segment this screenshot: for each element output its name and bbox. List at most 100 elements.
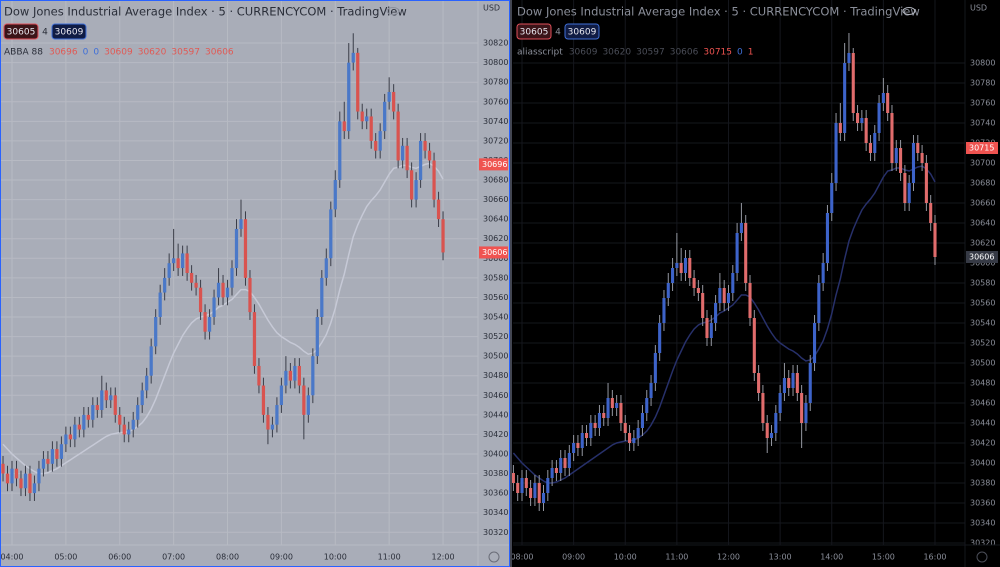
candle-body <box>847 53 851 63</box>
y-tick-label: 30660 <box>483 195 508 204</box>
indicator-value: 30696 <box>49 48 78 58</box>
candle-body <box>787 378 791 388</box>
candle-body <box>825 213 829 263</box>
candle-body <box>864 118 868 143</box>
chart-title: Dow Jones Industrial Average Index · 5 ·… <box>4 5 407 19</box>
candle-body <box>145 375 149 391</box>
settings-icon[interactable] <box>976 551 988 563</box>
candle-body <box>735 233 739 273</box>
candle-body <box>405 145 409 171</box>
indicator-name: aliasscript <box>517 48 563 58</box>
settings-icon[interactable] <box>488 551 500 563</box>
candle-body <box>541 493 546 503</box>
indicator-value: 1 <box>748 48 754 58</box>
candle-body <box>68 434 72 440</box>
candle-body <box>666 283 670 298</box>
candle-body <box>185 253 189 273</box>
candle-body <box>881 93 885 103</box>
candle-body <box>782 378 786 393</box>
candle-body <box>149 346 153 376</box>
candle-body <box>311 356 315 396</box>
candle-body <box>64 434 68 445</box>
x-tick-label: 11:00 <box>665 553 688 562</box>
candle-body <box>320 277 324 318</box>
x-tick-label: 15:00 <box>872 553 895 562</box>
indicator-value: 30609 <box>569 48 598 58</box>
candle-body <box>924 163 928 203</box>
candle-body <box>10 468 14 484</box>
price-label-box <box>966 251 998 263</box>
candle-body <box>338 121 342 181</box>
candle-body <box>615 403 619 408</box>
price-label-box <box>479 246 508 259</box>
candle-body <box>554 468 558 473</box>
unit-label: USD <box>970 4 987 13</box>
y-tick-label: 30380 <box>970 479 995 488</box>
candle-body <box>610 398 614 408</box>
candle-body <box>176 258 180 269</box>
candle-body <box>808 363 812 403</box>
candle-body <box>636 428 640 438</box>
candle-body <box>649 383 653 398</box>
candle-body <box>701 293 705 318</box>
x-tick-label: 12:00 <box>717 553 740 562</box>
candle-body <box>225 287 230 298</box>
price-label-box <box>479 158 508 171</box>
candle-body <box>709 323 713 338</box>
spread-text: 4 <box>42 28 48 38</box>
candle-body <box>606 398 610 418</box>
candle-body <box>658 323 662 353</box>
candle-body <box>284 370 288 386</box>
candle-body <box>675 263 679 268</box>
candle-body <box>744 223 748 283</box>
candle-body <box>77 424 81 430</box>
y-tick-label: 30640 <box>483 215 508 224</box>
moving-average-line <box>2 162 444 475</box>
candle-body <box>427 150 432 161</box>
indicator-name: ABBA 88 <box>4 48 43 58</box>
candle-body <box>418 140 423 181</box>
candle-body <box>270 424 275 430</box>
visibility-icon[interactable] <box>902 7 916 15</box>
candle-body <box>378 131 382 151</box>
candle-body <box>662 298 666 323</box>
candle-body <box>140 390 144 406</box>
y-tick-label: 30720 <box>483 136 508 145</box>
candle-body <box>748 283 752 318</box>
y-tick-label: 30620 <box>483 234 508 243</box>
price-badge <box>51 23 87 40</box>
y-tick-label: 30520 <box>970 339 995 348</box>
candle-body <box>726 293 731 303</box>
candle-body <box>933 223 937 257</box>
y-tick-label: 30680 <box>970 179 995 188</box>
candle-body <box>342 121 346 132</box>
candle-body <box>679 263 683 273</box>
candle-body <box>894 148 898 163</box>
candle-body <box>817 283 821 323</box>
candle-body <box>401 145 405 161</box>
candle-body <box>392 91 396 112</box>
candle-body <box>293 365 297 381</box>
candle-body <box>705 318 709 338</box>
candle-body <box>739 223 743 233</box>
x-tick-label: 13:00 <box>769 553 792 562</box>
candle-body <box>830 183 834 213</box>
candle-body <box>95 405 99 410</box>
visibility-icon[interactable] <box>386 7 400 15</box>
candle-body <box>239 219 243 229</box>
candle-body <box>347 62 351 132</box>
y-tick-label: 30780 <box>970 79 995 88</box>
indicator-value: 0 <box>83 48 89 58</box>
candle-body <box>632 438 636 443</box>
x-tick-label: 16:00 <box>923 553 946 562</box>
y-tick-label: 30500 <box>970 359 995 368</box>
candle-body <box>351 52 355 63</box>
candle-body <box>834 123 838 183</box>
candle-body <box>851 53 855 113</box>
y-tick-label: 30520 <box>483 332 508 341</box>
y-tick-label: 30380 <box>483 469 508 478</box>
price-label: 30606 <box>482 248 507 257</box>
candle-body <box>275 405 279 425</box>
candle-body <box>234 228 239 269</box>
